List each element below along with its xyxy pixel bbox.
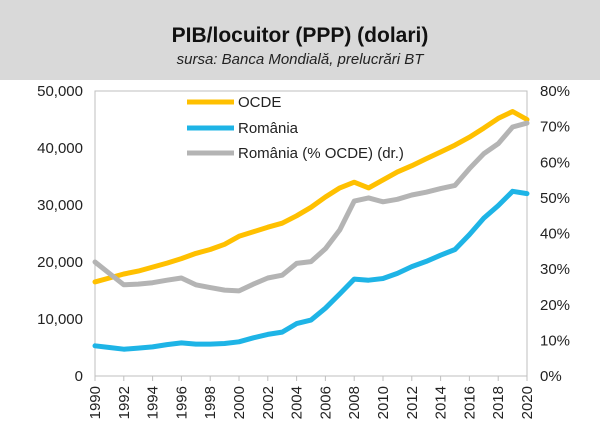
chart-subtitle: sursa: Banca Mondială, prelucrări BT [176, 51, 424, 68]
x-tick-label: 2002 [260, 386, 277, 419]
plot-area [94, 90, 528, 377]
y2-tick-label: 70% [540, 119, 570, 136]
x-tick-label: 2016 [461, 386, 478, 419]
x-tick-label: 2014 [433, 386, 450, 419]
y2-tick-label: 30% [540, 261, 570, 278]
series-line-1 [92, 109, 530, 285]
right-axis: 0% 10% 20% 30% 40% 50% 60% 70% 80% [540, 83, 570, 385]
legend: OCDE România România (% OCDE) (dr.) [187, 94, 404, 162]
x-tick-label: 1998 [202, 386, 219, 419]
x-tick-label: 1990 [87, 386, 104, 419]
y2-tick-label: 40% [540, 226, 570, 243]
legend-label: România (% OCDE) (dr.) [238, 145, 404, 162]
x-tick-label: 2012 [404, 386, 421, 419]
x-tick-label: 1994 [145, 386, 162, 419]
x-tick-label: 2004 [289, 386, 306, 419]
series-line-3 [92, 120, 530, 294]
x-tick-label: 1992 [116, 386, 133, 419]
y2-tick-label: 80% [540, 83, 570, 100]
x-tick-label: 2008 [346, 386, 363, 419]
plot-border [94, 90, 528, 377]
x-tick-label: 2010 [375, 386, 392, 419]
left-axis: 0 10,000 20,000 30,000 40,000 50,000 [37, 83, 83, 385]
x-tick-label: 2000 [231, 386, 248, 419]
y2-tick-label: 10% [540, 332, 570, 349]
chart-header: PIB/locuitor (PPP) (dolari) sursa: Banca… [0, 0, 600, 80]
y-tick-label: 20,000 [37, 254, 83, 271]
series-layer [92, 109, 530, 352]
legend-label: OCDE [238, 94, 281, 111]
legend-label: România [238, 120, 299, 137]
y2-tick-label: 50% [540, 190, 570, 207]
chart-title: PIB/locuitor (PPP) (dolari) [171, 24, 429, 47]
y-tick-label: 40,000 [37, 140, 83, 157]
y2-tick-label: 0% [540, 368, 562, 385]
y-tick-label: 0 [75, 368, 83, 385]
y-tick-label: 50,000 [37, 83, 83, 100]
x-axis: 1990 1992 1994 1996 1998 2000 2002 2004 2006 2008… [87, 376, 536, 419]
x-tick-label: 2020 [519, 386, 536, 419]
y2-tick-label: 60% [540, 154, 570, 171]
y-tick-label: 10,000 [37, 311, 83, 328]
y2-tick-label: 20% [540, 297, 570, 314]
x-tick-label: 1996 [173, 386, 190, 419]
series-line-2 [92, 188, 530, 352]
x-tick-label: 2006 [317, 386, 334, 419]
y-tick-label: 30,000 [37, 197, 83, 214]
x-tick-label: 2018 [490, 386, 507, 419]
